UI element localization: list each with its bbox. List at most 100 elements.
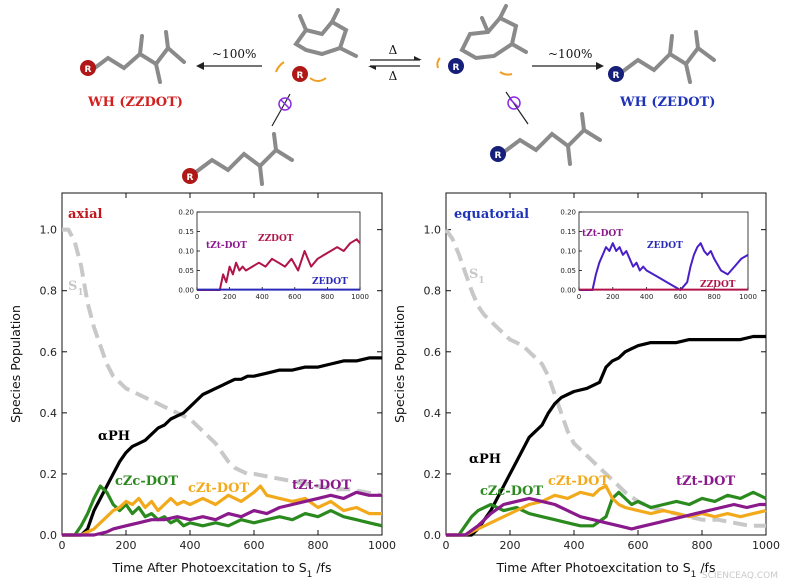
- series-line-s1: [62, 227, 383, 498]
- inset-label-a: tZt-DOT: [582, 229, 623, 239]
- x-axis-label: Time After Photoexcitation to S1 /fs: [496, 560, 716, 580]
- panel-label-axial: axial: [68, 207, 103, 222]
- y-axis-label: Species Population: [8, 305, 23, 423]
- panel-label-equatorial: equatorial: [454, 207, 529, 222]
- inset-x-tick-label: 600: [674, 293, 687, 301]
- inset-x-tick-label: 200: [606, 293, 619, 301]
- y-tick-label: 1.0: [424, 224, 442, 237]
- x-axis-label: Time After Photoexcitation to S1 /fs: [112, 560, 332, 580]
- motion-arrow-icon: [436, 57, 441, 69]
- inset-x-tick-label: 0: [577, 293, 581, 301]
- label-s1: S1: [68, 279, 84, 298]
- y-tick-label: 0.6: [424, 346, 442, 359]
- label-czc-dot: cZc-DOT: [115, 474, 178, 489]
- inset-label-b: ZEDOT: [647, 241, 683, 251]
- x-tick-label: 200: [116, 539, 137, 552]
- x-tick-label: 600: [244, 539, 265, 552]
- label-tzt-dot: tZt-DOT: [292, 478, 351, 493]
- substituent-r-icon: [608, 66, 624, 82]
- series-line-czc-dot: [62, 484, 383, 537]
- molecule-equatorial-reactant: [459, 4, 528, 61]
- right-arrow-label: ~100%: [548, 47, 592, 61]
- equilibrium-top-label: Δ: [389, 43, 398, 57]
- series-line-aph: [62, 356, 382, 537]
- series-line-czt-dot: [446, 484, 767, 537]
- x-tick-label: 1000: [752, 539, 780, 552]
- label-czt-dot: cZt-DOT: [188, 481, 249, 496]
- series-line-aph: [446, 334, 766, 537]
- x-tick-label: 600: [628, 539, 649, 552]
- blocked-icon-slash: [280, 99, 290, 109]
- left-arrow-head-icon: [196, 62, 204, 70]
- label-tzt-dot: tZt-DOT: [676, 474, 735, 489]
- inset-label-c: ZEDOT: [312, 277, 348, 287]
- motion-arrow-icon: [309, 77, 327, 82]
- motion-arrow-icon: [275, 61, 285, 73]
- x-tick-label: 800: [308, 539, 329, 552]
- inset-y-tick-label: 0.05: [178, 267, 194, 275]
- molecule-equatorial-side-product: [502, 112, 602, 166]
- inset-x-tick-label: 1000: [739, 293, 757, 301]
- equilibrium-bottom-label: Δ: [389, 69, 398, 83]
- inset-y-tick-label: 0.20: [178, 209, 194, 217]
- y-tick-label: 0.6: [40, 346, 58, 359]
- blocked-icon-slash: [509, 98, 519, 108]
- substituent-r-label: R: [613, 71, 620, 81]
- inset-x-tick-label: 400: [640, 293, 653, 301]
- series-line-tzt-dot: [62, 490, 382, 537]
- substituent-r-label: R: [85, 65, 92, 75]
- substituent-r-icon: [490, 146, 506, 162]
- series-line-czc-dot: [446, 490, 767, 537]
- inset-y-tick-label: 0.00: [560, 287, 576, 295]
- watermark: SCIENCEAQ.COM: [702, 571, 778, 581]
- equilibrium-head-icon: [414, 56, 422, 60]
- reaction-scheme: R WH (ZZDOT) ~100% R R Δ Δ R: [80, 4, 716, 186]
- equilibrium-head-icon: [368, 66, 376, 70]
- x-tick-label: 400: [180, 539, 201, 552]
- substituent-r-icon: [182, 168, 198, 184]
- inset-x-tick-label: 1000: [351, 293, 369, 301]
- inset-y-tick-label: 0.00: [178, 287, 194, 295]
- substituent-r-label: R: [297, 71, 304, 81]
- label-s1: S1: [469, 267, 485, 286]
- label-czt-dot: cZt-DOT: [548, 474, 609, 489]
- inset-x-tick-label: 200: [223, 293, 236, 301]
- plot-frame-axial: [61, 192, 383, 536]
- molecule-axial-side-product: [194, 132, 294, 186]
- inset-y-tick-label: 0.15: [560, 228, 576, 236]
- blocked-icon: [507, 96, 521, 110]
- substituent-r-label: R: [187, 173, 194, 183]
- label-aph: αPH: [469, 452, 501, 467]
- label-aph: αPH: [98, 429, 130, 444]
- inset-y-tick-label: 0.15: [178, 228, 194, 236]
- y-tick-label: 1.0: [40, 224, 58, 237]
- inset-y-tick-label: 0.10: [178, 248, 194, 256]
- blocked-icon: [278, 97, 292, 111]
- x-tick-label: 400: [564, 539, 585, 552]
- axial-blocked-arrow: [271, 93, 291, 127]
- inset-y-tick-label: 0.05: [560, 267, 576, 275]
- inset-y-tick-label: 0.20: [560, 209, 576, 217]
- inset-x-tick-label: 800: [708, 293, 721, 301]
- plot-frame-equatorial: [445, 192, 767, 536]
- inset-x-tick-label: 400: [256, 293, 269, 301]
- y-tick-label: 0.2: [40, 468, 58, 481]
- y-tick-label: 0.8: [40, 285, 58, 298]
- y-tick-label: 0.4: [40, 407, 58, 420]
- y-tick-label: 0.8: [424, 285, 442, 298]
- inset-x-tick-label: 800: [321, 293, 334, 301]
- molecule-right-product: [620, 30, 716, 84]
- left-product-label: WH (ZZDOT): [87, 95, 183, 110]
- substituent-r-label: R: [495, 151, 502, 161]
- y-tick-label: 0.0: [40, 529, 58, 542]
- x-tick-label: 1000: [368, 539, 396, 552]
- x-tick-label: 800: [692, 539, 713, 552]
- series-line-tzt-dot: [446, 496, 766, 537]
- motion-arrow-icon: [499, 71, 513, 76]
- y-tick-label: 0.0: [424, 529, 442, 542]
- right-arrow-head-icon: [596, 62, 604, 70]
- inset-x-tick-label: 600: [288, 293, 301, 301]
- left-arrow-label: ~100%: [212, 47, 256, 61]
- substituent-r-icon: [448, 58, 464, 74]
